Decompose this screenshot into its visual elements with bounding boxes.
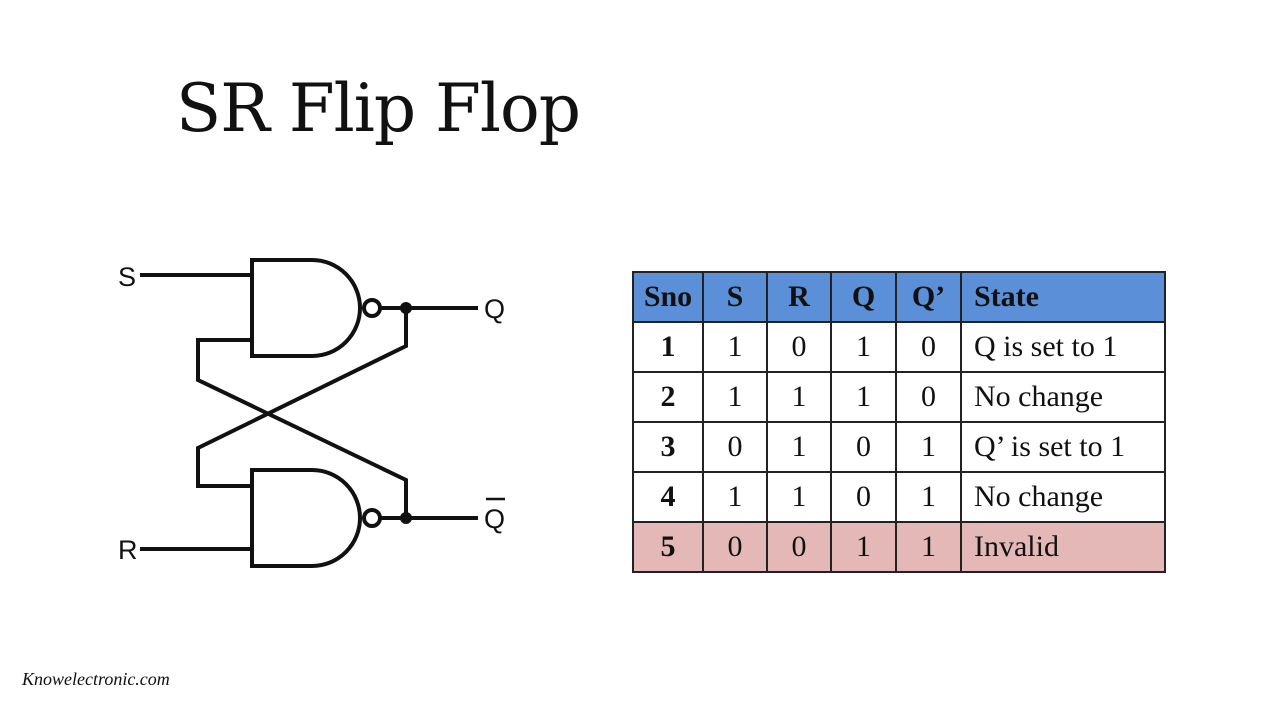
- cell-q-prime: 1: [895, 521, 962, 573]
- q-feedback-wire: [196, 308, 408, 488]
- header-state: State: [960, 271, 1166, 323]
- cell-q: 0: [830, 471, 897, 523]
- cell-state: Q is set to 1: [960, 321, 1166, 373]
- header-q-prime: Q’: [895, 271, 962, 323]
- cell-q-prime: 1: [895, 471, 962, 523]
- table-row: 3 0 1 0 1 Q’ is set to 1: [632, 421, 1166, 473]
- table-row-invalid: 5 0 0 1 1 Invalid: [632, 521, 1166, 573]
- r-label: R: [118, 535, 138, 565]
- cell-s: 1: [702, 371, 768, 423]
- header-q: Q: [830, 271, 897, 323]
- table-row: 2 1 1 1 0 No change: [632, 371, 1166, 423]
- top-nand-bubble: [362, 298, 382, 318]
- cell-sno: 2: [632, 371, 704, 423]
- qbar-feedback-wire: [196, 338, 408, 518]
- cell-q-prime: 0: [895, 371, 962, 423]
- cell-s: 1: [702, 321, 768, 373]
- bottom-nand-bubble: [362, 508, 382, 528]
- truth-table-header-row: Sno S R Q Q’ State: [632, 271, 1166, 323]
- truth-table: Sno S R Q Q’ State 1 1 0 1 0 Q is set to…: [632, 271, 1166, 573]
- cell-r: 1: [766, 471, 832, 523]
- cell-r: 0: [766, 321, 832, 373]
- cell-s: 1: [702, 471, 768, 523]
- header-r: R: [766, 271, 832, 323]
- cell-sno: 4: [632, 471, 704, 523]
- cell-sno: 5: [632, 521, 704, 573]
- header-s: S: [702, 271, 768, 323]
- cell-q: 1: [830, 521, 897, 573]
- cell-q-prime: 0: [895, 321, 962, 373]
- top-nand-gate: [250, 258, 362, 358]
- qbar-label: Q: [484, 504, 505, 534]
- sr-flip-flop-circuit: S R Q Q: [118, 258, 505, 568]
- cell-sno: 3: [632, 421, 704, 473]
- qbar-junction-dot: [400, 512, 412, 524]
- cell-r: 1: [766, 371, 832, 423]
- q-junction-dot: [400, 302, 412, 314]
- cell-q: 1: [830, 321, 897, 373]
- page-title: SR Flip Flop: [176, 70, 581, 147]
- cell-state: No change: [960, 371, 1166, 423]
- cell-q: 0: [830, 421, 897, 473]
- cell-q-prime: 1: [895, 421, 962, 473]
- cell-sno: 1: [632, 321, 704, 373]
- cell-state: No change: [960, 471, 1166, 523]
- s-label: S: [118, 262, 136, 292]
- table-row: 1 1 0 1 0 Q is set to 1: [632, 321, 1166, 373]
- q-label: Q: [484, 294, 505, 324]
- cell-s: 0: [702, 421, 768, 473]
- footer-watermark: Knowelectronic.com: [22, 669, 170, 689]
- cell-r: 1: [766, 421, 832, 473]
- cell-state: Invalid: [960, 521, 1166, 573]
- bottom-nand-gate: [250, 468, 362, 568]
- cell-s: 0: [702, 521, 768, 573]
- table-row: 4 1 1 0 1 No change: [632, 471, 1166, 523]
- header-sno: Sno: [632, 271, 704, 323]
- cell-q: 1: [830, 371, 897, 423]
- cell-state: Q’ is set to 1: [960, 421, 1166, 473]
- cell-r: 0: [766, 521, 832, 573]
